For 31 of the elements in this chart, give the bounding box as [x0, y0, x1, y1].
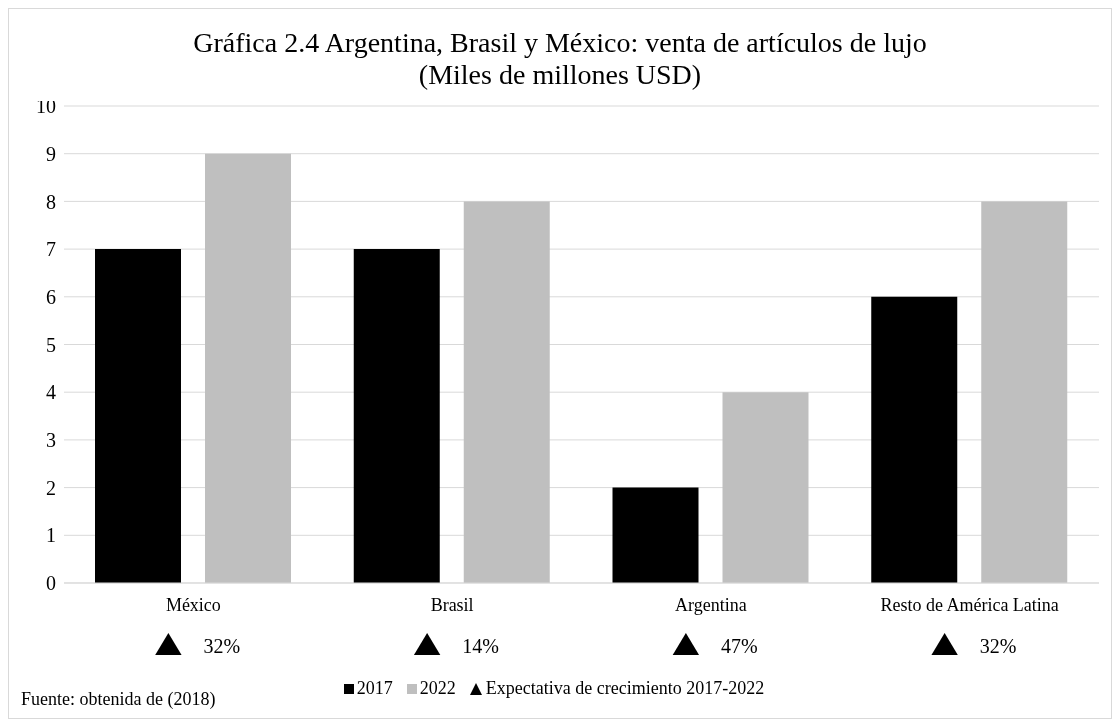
y-tick-label: 1 — [46, 524, 56, 547]
y-tick-label: 2 — [46, 476, 56, 499]
text: 47% — [720, 635, 758, 657]
y-tick-label: 4 — [46, 381, 56, 404]
y-tick-label: 7 — [46, 238, 56, 261]
bar — [205, 153, 291, 583]
y-tick-label: 6 — [46, 285, 56, 308]
y-tick-label: 5 — [46, 333, 56, 356]
chart-title: Gráfica 2.4 Argentina, Brasil y México: venta de artículos de lujo (Miles de millones USD) — [193, 27, 927, 90]
x-tick-label: Resto de América Latina — [880, 595, 1059, 615]
legend-label: 2022 — [418, 678, 456, 699]
x-tick-label: Brasil — [430, 595, 474, 615]
bar — [353, 249, 440, 583]
text: Expectativa de crecimiento 2017-2022 — [484, 678, 765, 699]
bar — [95, 249, 181, 583]
legend-label: 2017 — [355, 678, 393, 699]
text: 32% — [979, 635, 1017, 657]
bar — [463, 201, 550, 583]
bar — [871, 296, 958, 583]
y-tick-label: 3 — [46, 429, 56, 451]
source-note: Fuente: obtenida de (2018) — [21, 689, 216, 710]
y-tick-label: 8 — [46, 190, 56, 213]
x-tick-label: Argentina — [675, 595, 747, 615]
bar — [722, 392, 809, 583]
bar — [981, 201, 1068, 583]
bar — [612, 487, 699, 583]
x-tick-label: México — [165, 595, 221, 615]
y-tick-label: 0 — [46, 572, 56, 595]
text: 32% — [203, 635, 241, 657]
text: 14% — [462, 635, 499, 657]
y-tick-label: 9 — [46, 142, 56, 165]
